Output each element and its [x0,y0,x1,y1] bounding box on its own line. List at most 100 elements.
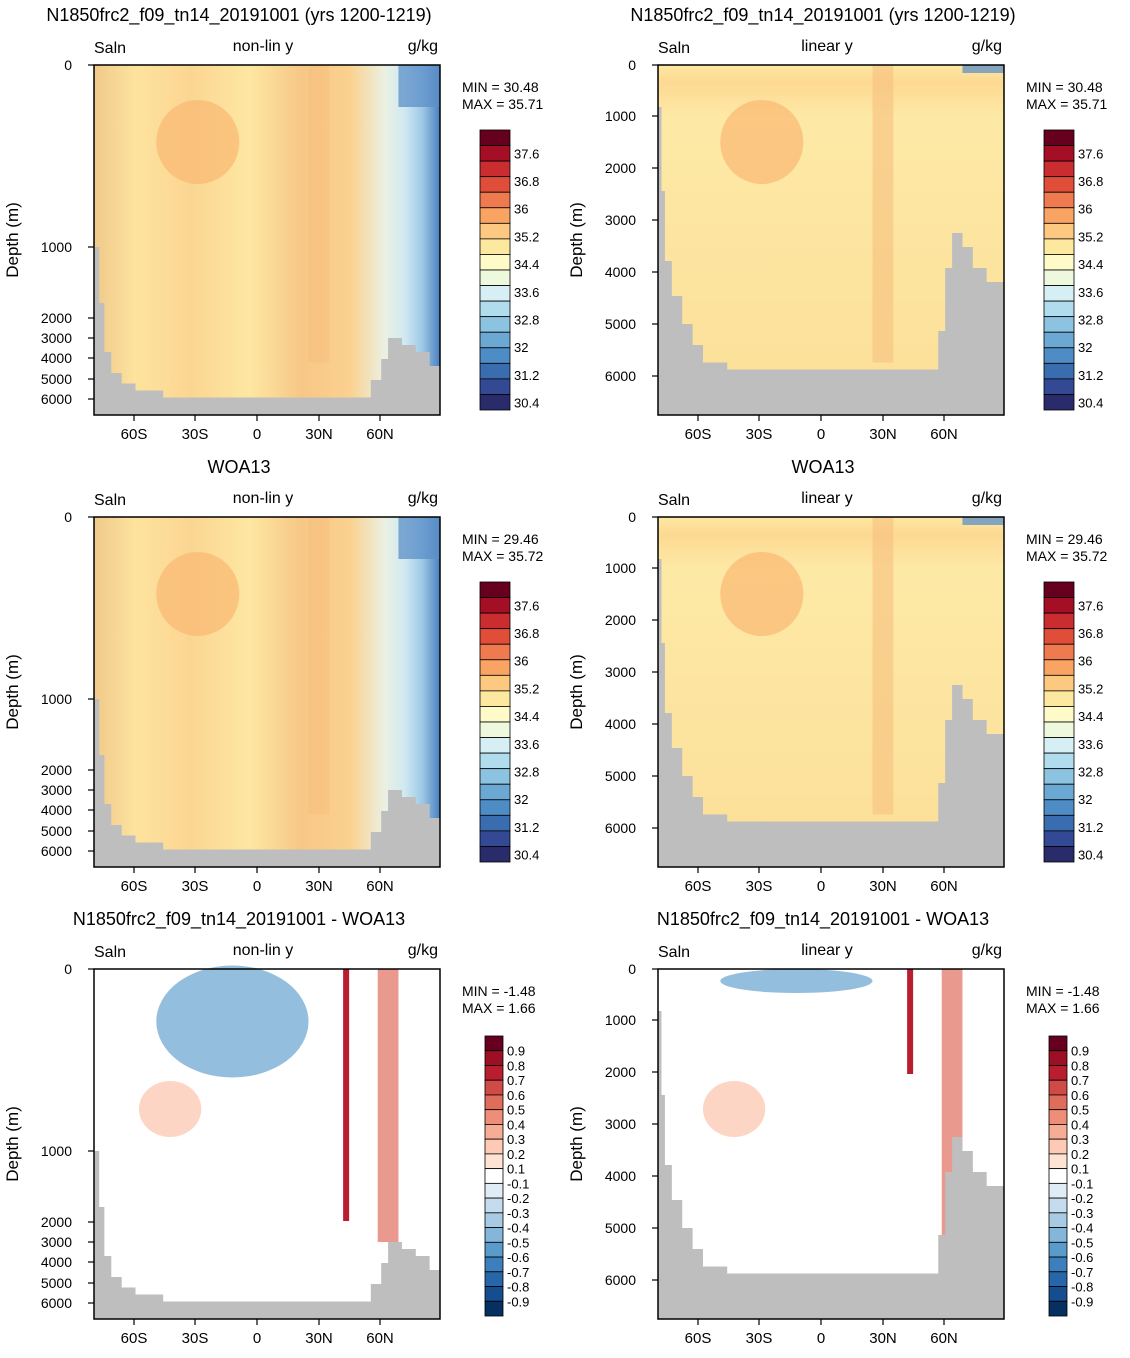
y-tick-label: 6000 [41,391,72,407]
colorbar-swatch [1048,1153,1068,1170]
y-tick-label: 5000 [605,768,636,784]
colorbar-swatch [479,394,511,411]
x-tick-label: 60S [685,426,712,443]
colorbar-swatch [479,643,511,661]
seafloor-mask [658,559,1004,867]
y-tick-label: 0 [628,57,636,73]
colorbar-swatch [1048,1079,1068,1096]
x-tick-label: 30N [305,426,333,443]
max-value: MAX = 35.72 [462,548,544,564]
positive-anomaly-south [702,1081,766,1137]
scale-label: linear y [801,490,853,507]
x-tick-label: 60N [366,1330,394,1347]
panel-title: N1850frc2_f09_tn14_20191001 (yrs 1200-12… [46,5,431,26]
colorbar-swatch [1043,659,1075,676]
x-tick-label: 60S [685,1330,712,1347]
colorbar-swatch [1043,612,1075,630]
variable-label: Saln [94,40,126,57]
y-tick-label: 2000 [41,310,72,326]
colorbar-swatch [479,846,511,863]
y-tick-label: 0 [64,509,72,525]
colorbar-label: -0.4 [507,1221,529,1236]
colorbar-label: 36 [514,654,528,669]
y-tick-label: 4000 [41,1254,72,1270]
colorbar-swatch [484,1182,504,1199]
colorbar-swatch [484,1124,504,1140]
colorbar-swatch [484,1168,504,1184]
negative-anomaly [156,965,309,1078]
colorbar-swatch [479,176,511,193]
colorbar-label: 0.1 [1071,1162,1089,1177]
panel-5: N1850frc2_f09_tn14_20191001 - WOA13 Saln n… [3,909,536,1347]
colorbar-swatch [479,191,511,209]
y-tick-label: 3000 [605,1116,636,1132]
y-axis-label: Depth (m) [567,654,586,730]
colorbar-label: 0.7 [1071,1073,1089,1088]
panel-title: N1850frc2_f09_tn14_20191001 - WOA13 [73,909,405,930]
colorbar-label: 0.9 [1071,1044,1089,1059]
scale-label: non-lin y [233,490,293,507]
colorbar-swatch [1043,362,1075,380]
positive-anomaly-mediterranean [343,969,350,1221]
colorbar-swatch [1043,783,1075,801]
colorbar-label: 37.6 [1078,598,1103,613]
plot-frame [657,516,1005,868]
colorbar-label: 31.2 [1078,820,1103,835]
x-tick-label: 0 [253,1330,261,1347]
y-tick-label: 3000 [605,664,636,680]
colorbar-swatch [479,752,511,770]
colorbar-swatch [1043,737,1075,754]
panel-2: N1850frc2_f09_tn14_20191001 (yrs 1200-12… [567,5,1108,443]
colorbar-swatch [1043,160,1075,178]
x-tick-label: 0 [817,878,825,895]
colorbar-label: 32.8 [514,764,539,779]
high-salinity-tongue [308,65,330,363]
arctic-fresh-water [962,517,1004,525]
colorbar-label: 35.2 [1078,681,1103,696]
colorbar-swatch [479,721,511,738]
x-tick-label: 30S [182,878,209,895]
x-tick-label: 0 [253,426,261,443]
colorbar-swatch [484,1286,504,1302]
colorbar-swatch [484,1271,504,1287]
colorbar-swatch [479,581,511,598]
variable-label: Saln [658,40,690,57]
y-tick-label: 3000 [41,1234,72,1250]
y-tick-label: 0 [64,57,72,73]
colorbar-swatch [1043,285,1075,302]
colorbar-label: 0.4 [507,1117,525,1132]
max-value: MAX = 35.71 [1026,96,1108,112]
y-tick-label: 6000 [41,843,72,859]
colorbar-swatch [479,347,511,364]
y-axis-label: Depth (m) [3,1106,22,1182]
colorbar-swatch [1043,706,1075,723]
colorbar-label: 0.6 [1071,1088,1089,1103]
min-value: MIN = 30.48 [1026,79,1103,95]
colorbar-swatch [1043,643,1075,661]
colorbar-swatch [479,378,511,395]
colorbar-swatch [484,1212,504,1228]
colorbar-label: 32 [514,792,528,807]
colorbar-label: 0.8 [507,1058,525,1073]
plot-frame [657,64,1005,416]
units-label: g/kg [408,38,438,55]
colorbar-swatch [1043,300,1075,318]
x-tick-label: 30S [182,1330,209,1347]
y-tick-label: 4000 [41,350,72,366]
colorbar-swatch [1048,1241,1068,1258]
x-tick-label: 30S [182,426,209,443]
x-tick-label: 60N [930,426,958,443]
colorbar-swatch [1043,814,1075,832]
colorbar-swatch [479,628,511,645]
colorbar-swatch [1043,830,1075,847]
scale-label: linear y [801,942,853,959]
colorbar-label: -0.2 [1071,1191,1093,1206]
colorbar-swatch [479,362,511,380]
seafloor-mask [94,699,440,867]
colorbar-swatch [484,1241,504,1258]
colorbar-swatch [1043,674,1075,692]
colorbar-swatch [1048,1197,1068,1214]
colorbar-label: 0.2 [507,1147,525,1162]
colorbar-swatch [1043,846,1075,863]
